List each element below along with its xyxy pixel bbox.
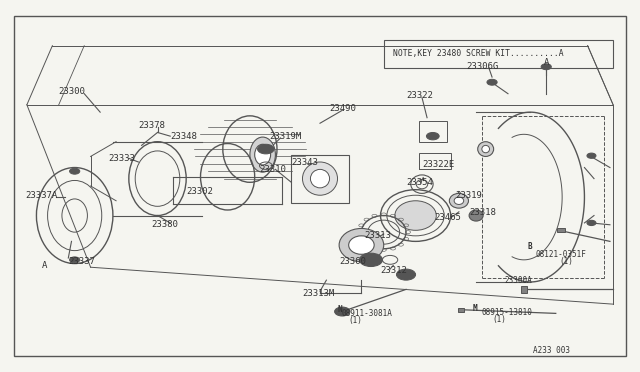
Ellipse shape <box>339 228 384 262</box>
Text: 23300A: 23300A <box>505 276 532 285</box>
Text: 23378: 23378 <box>138 121 165 129</box>
Text: 23319M: 23319M <box>269 132 301 141</box>
Ellipse shape <box>469 210 483 221</box>
Text: 23360: 23360 <box>339 257 366 266</box>
Text: N: N <box>337 305 342 314</box>
Ellipse shape <box>482 145 490 153</box>
Text: (1): (1) <box>559 257 573 266</box>
Text: 23312: 23312 <box>381 266 408 275</box>
Text: 23337: 23337 <box>68 257 95 266</box>
Ellipse shape <box>250 137 275 172</box>
Text: A233 003: A233 003 <box>534 346 570 355</box>
Bar <box>384 40 613 68</box>
Text: 23319: 23319 <box>455 191 482 200</box>
Text: 23313M: 23313M <box>302 289 335 298</box>
Text: 23300: 23300 <box>59 87 86 96</box>
Ellipse shape <box>454 197 464 205</box>
Text: NOTE,KEY 23480 SCREW KIT..........A: NOTE,KEY 23480 SCREW KIT..........A <box>394 49 564 58</box>
Text: 08915-13810: 08915-13810 <box>481 308 532 317</box>
Text: 23322: 23322 <box>406 91 433 100</box>
Text: 23306G: 23306G <box>467 61 499 71</box>
Text: A: A <box>42 261 47 270</box>
Ellipse shape <box>255 144 271 165</box>
Text: (1): (1) <box>348 316 362 325</box>
Text: 23302: 23302 <box>186 187 213 196</box>
Text: 23310: 23310 <box>259 165 286 174</box>
Circle shape <box>587 220 596 225</box>
Text: 23343: 23343 <box>291 157 318 167</box>
Text: A: A <box>543 58 549 67</box>
Circle shape <box>587 153 596 158</box>
Text: 23318: 23318 <box>470 208 497 217</box>
Ellipse shape <box>395 201 436 230</box>
Text: 23380: 23380 <box>151 220 178 229</box>
Circle shape <box>396 269 415 280</box>
Text: 08121-0351F: 08121-0351F <box>536 250 586 259</box>
Text: 23333: 23333 <box>108 154 135 163</box>
Circle shape <box>70 257 80 263</box>
Circle shape <box>335 307 350 316</box>
Ellipse shape <box>349 236 374 254</box>
Text: 23490: 23490 <box>330 104 356 113</box>
Circle shape <box>487 79 497 85</box>
Circle shape <box>541 64 551 70</box>
Ellipse shape <box>477 142 493 157</box>
Text: M: M <box>473 304 477 313</box>
Text: 23348: 23348 <box>170 132 197 141</box>
Bar <box>557 228 564 232</box>
Text: B: B <box>528 243 532 251</box>
Bar <box>291 155 349 203</box>
Bar <box>521 286 527 293</box>
Ellipse shape <box>303 162 337 195</box>
Text: 23322E: 23322E <box>422 160 454 169</box>
Ellipse shape <box>310 169 330 188</box>
Text: 23465: 23465 <box>435 213 461 222</box>
Text: 23354: 23354 <box>406 178 433 187</box>
Text: (1): (1) <box>492 315 506 324</box>
Text: 08911-3081A: 08911-3081A <box>341 309 392 318</box>
Bar <box>458 308 464 311</box>
Bar <box>419 121 447 142</box>
Circle shape <box>70 168 80 174</box>
Text: 23337A: 23337A <box>26 191 58 200</box>
Bar <box>419 153 451 169</box>
Circle shape <box>360 253 383 266</box>
Text: 23313: 23313 <box>365 231 392 240</box>
Circle shape <box>426 132 439 140</box>
Ellipse shape <box>449 193 468 208</box>
Circle shape <box>257 144 274 154</box>
